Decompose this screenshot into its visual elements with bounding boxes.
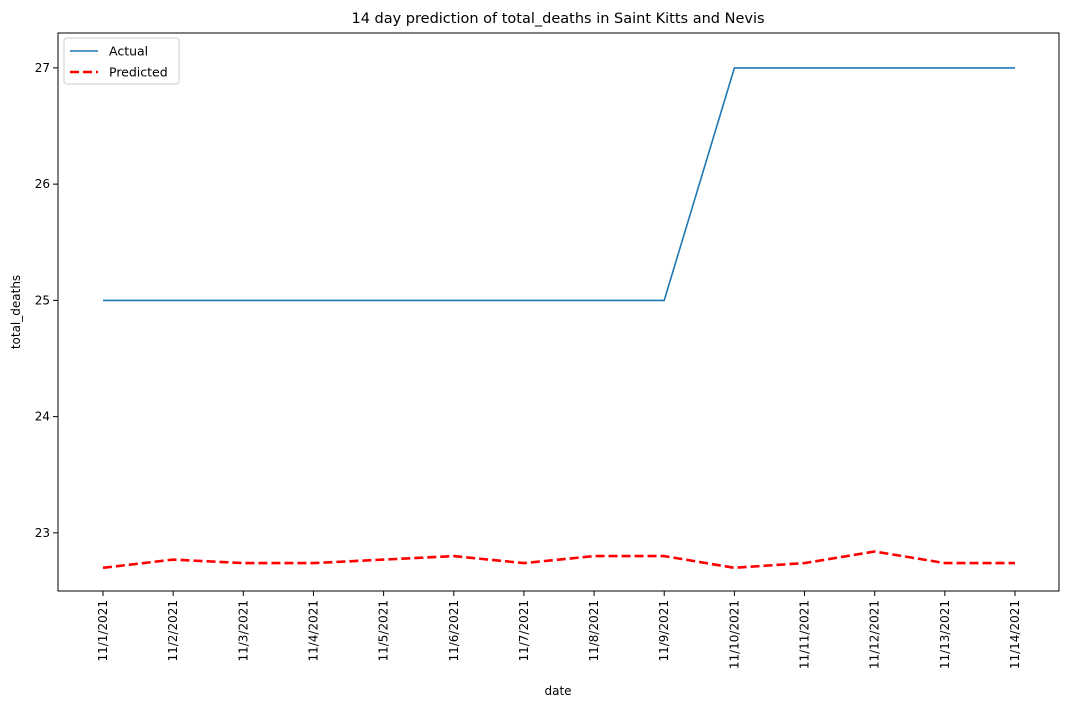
y-tick-label: 23 (35, 526, 50, 540)
series-line-predicted (102, 550, 1015, 570)
legend-box (63, 37, 180, 85)
legend-label-predicted: Predicted (109, 65, 168, 80)
series-line-actual (103, 67, 1015, 302)
y-tick-label: 25 (35, 293, 50, 307)
x-tick-label: 11/9/2021 (657, 600, 671, 662)
y-axis: 23 24 25 26 27 (35, 61, 58, 540)
x-tick-label: 11/14/2021 (1008, 600, 1022, 669)
x-tick-label: 11/3/2021 (236, 600, 250, 662)
chart-title: 14 day prediction of total_deaths in Sai… (351, 11, 764, 27)
series-layer (102, 67, 1015, 570)
x-tick-label: 11/13/2021 (938, 600, 952, 669)
x-tick-label: 11/4/2021 (306, 600, 320, 662)
legend-label-actual: Actual (109, 44, 148, 59)
x-tick-label: 11/5/2021 (377, 600, 391, 662)
x-tick-label: 11/8/2021 (587, 600, 601, 662)
x-tick-label: 11/1/2021 (96, 600, 110, 662)
y-tick-label: 27 (35, 61, 50, 75)
x-tick-label: 11/10/2021 (727, 600, 741, 669)
x-tick-label: 11/12/2021 (868, 600, 882, 669)
x-tick-label: 11/11/2021 (798, 600, 812, 669)
y-tick-label: 24 (35, 410, 50, 424)
x-axis-label: date (544, 684, 571, 698)
y-tick-label: 26 (35, 177, 50, 191)
y-axis-label: total_deaths (9, 275, 23, 349)
x-axis: 11/1/2021 11/2/2021 11/3/2021 11/4/2021 11/5… (96, 591, 1022, 669)
x-tick-label: 11/7/2021 (517, 600, 531, 662)
x-tick-label: 11/2/2021 (166, 600, 180, 662)
x-tick-label: 11/6/2021 (447, 600, 461, 662)
plot-area (57, 32, 1060, 592)
legend: Actual Predicted (63, 37, 180, 85)
